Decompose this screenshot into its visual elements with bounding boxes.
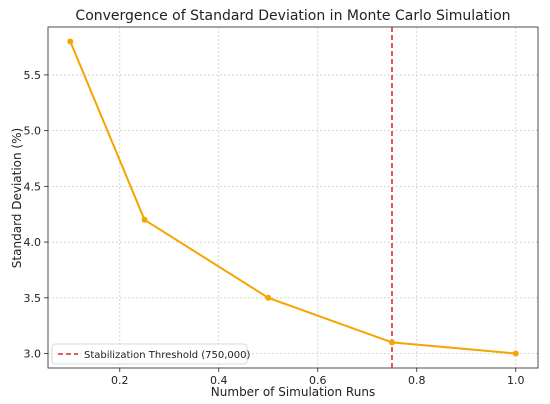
y-tick-label: 5.5 — [24, 69, 42, 82]
chart-title: Convergence of Standard Deviation in Mon… — [75, 8, 510, 24]
plot-frame — [47, 26, 539, 369]
x-tick-label: 0.2 — [111, 374, 129, 387]
x-tick-label: 1.0 — [507, 374, 525, 387]
series-line — [69, 41, 516, 355]
series-layer — [67, 38, 519, 357]
x-axis-label: Number of Simulation Runs — [211, 385, 375, 399]
legend-box — [51, 343, 248, 365]
y-tick-label: 5.0 — [24, 125, 42, 138]
x-tick-label: 0.6 — [309, 374, 327, 387]
data-point — [512, 350, 519, 357]
y-tick-label: 3.5 — [24, 292, 42, 305]
data-point — [265, 294, 272, 301]
x-axis: 0.2 0.4 0.6 0.8 1.0 — [111, 368, 524, 387]
y-tick-label: 4.5 — [24, 180, 42, 193]
data-point — [67, 38, 74, 45]
legend: Stabilization Threshold (750,000) — [51, 343, 251, 365]
grid — [48, 27, 538, 368]
data-point — [388, 339, 395, 346]
y-tick-label: 3.0 — [24, 348, 42, 361]
data-point — [141, 216, 148, 223]
x-tick-label: 0.4 — [210, 374, 228, 387]
x-tick-label: 0.8 — [408, 374, 426, 387]
y-tick-label: 4.0 — [24, 236, 42, 249]
legend-label-threshold: Stabilization Threshold (750,000) — [84, 350, 251, 361]
y-axis-label: Standard Deviation (%) — [10, 128, 24, 268]
y-axis: 3.0 3.5 4.0 4.5 5.0 5.5 — [24, 69, 48, 361]
